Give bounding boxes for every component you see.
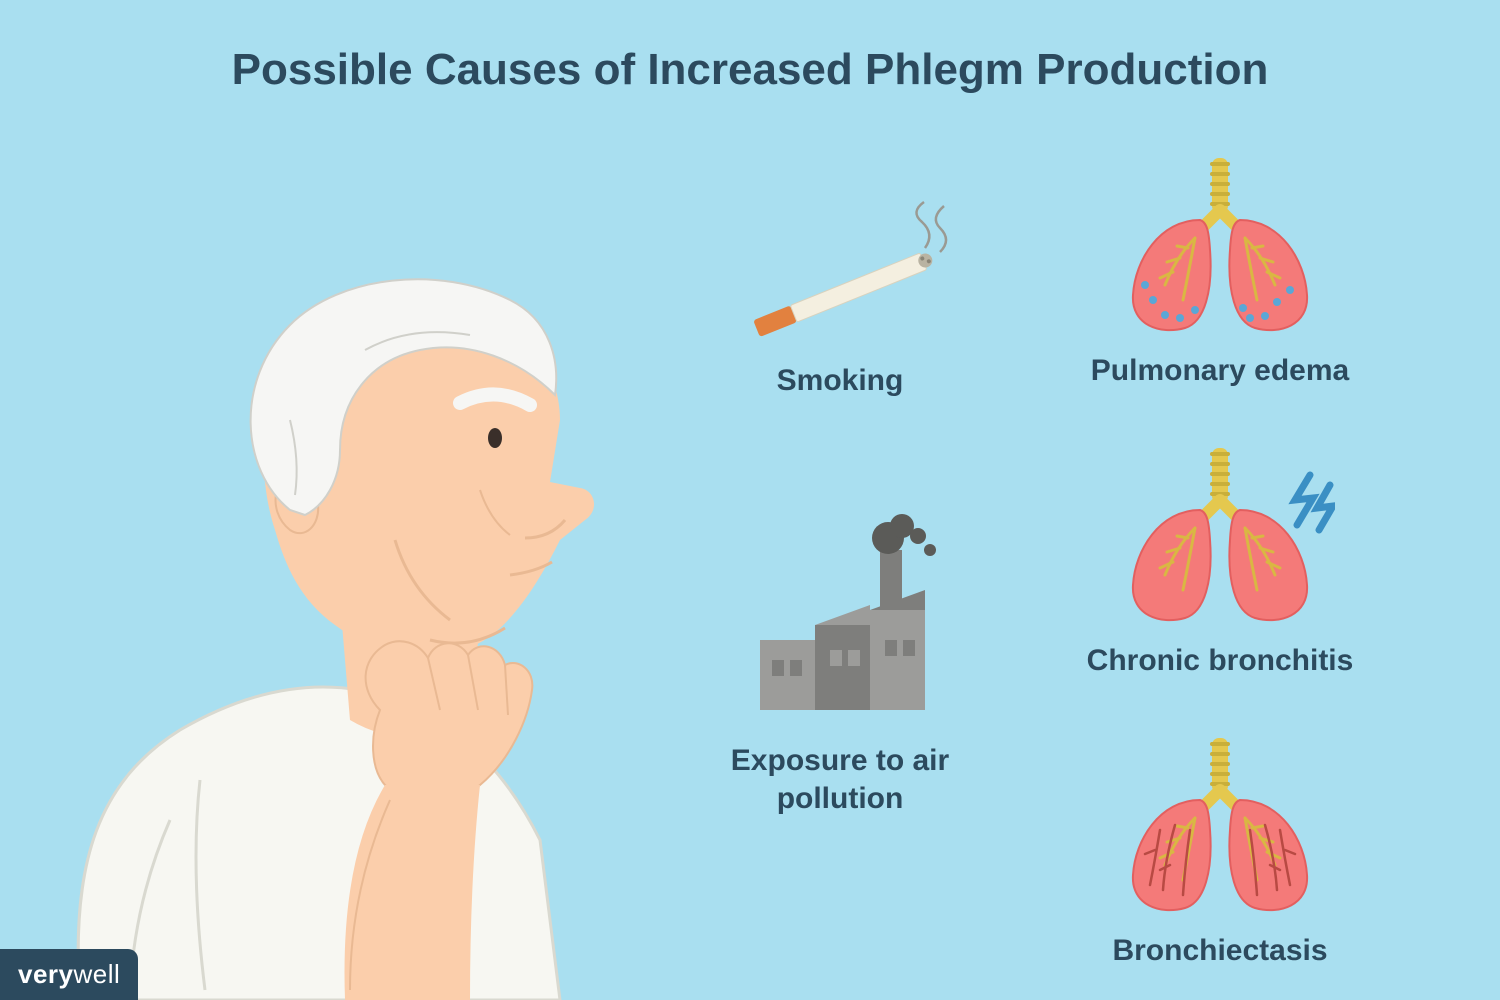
cause-label: Smoking xyxy=(777,362,904,400)
page-title: Possible Causes of Increased Phlegm Prod… xyxy=(0,45,1500,95)
brand-part2: well xyxy=(74,959,121,989)
cause-bronchiectasis: Bronchiectasis xyxy=(1060,730,1380,970)
cause-chronic-bronchitis: Chronic bronchitis xyxy=(1060,440,1380,680)
cause-label: Chronic bronchitis xyxy=(1087,642,1354,680)
cause-label: Bronchiectasis xyxy=(1112,932,1327,970)
lungs-edema-icon xyxy=(1105,150,1335,340)
infographic-canvas: Possible Causes of Increased Phlegm Prod… xyxy=(0,0,1500,1000)
brand-part1: very xyxy=(18,959,74,989)
factory-icon xyxy=(730,510,950,730)
cause-label: Pulmonary edema xyxy=(1091,352,1349,390)
cause-label: Exposure to air pollution xyxy=(700,742,980,817)
person-illustration xyxy=(40,220,640,1000)
cause-smoking: Smoking xyxy=(690,200,990,400)
cause-pulmonary-edema: Pulmonary edema xyxy=(1060,150,1380,390)
cigarette-icon xyxy=(720,200,960,350)
cause-pollution: Exposure to air pollution xyxy=(690,510,990,817)
brand-logo: verywell xyxy=(0,949,138,1000)
lungs-ectasis-icon xyxy=(1105,730,1335,920)
lungs-bronchitis-icon xyxy=(1105,440,1335,630)
hand xyxy=(366,641,533,804)
